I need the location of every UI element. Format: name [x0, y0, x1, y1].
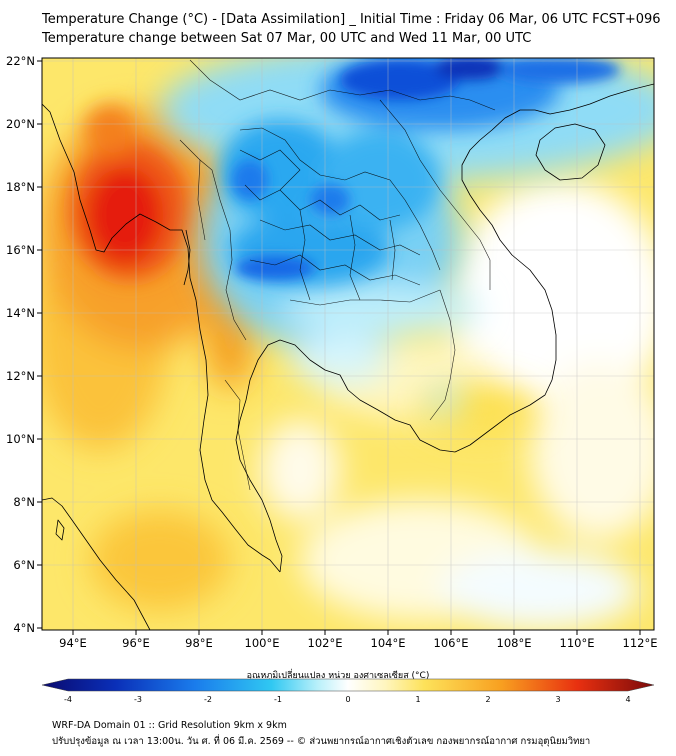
- lat-label: 12°N: [6, 369, 35, 383]
- colorbar-tick: -3: [134, 695, 142, 704]
- lon-label: 104°E: [371, 636, 406, 650]
- lat-label: 4°N: [13, 621, 35, 635]
- temperature-field: [42, 58, 654, 630]
- tick-marks: [37, 60, 641, 635]
- colorbar-tick: -1: [274, 695, 282, 704]
- colorbar-tick: 3: [555, 695, 560, 704]
- colorbar-tick: 0: [345, 695, 350, 704]
- colorbar-ticks: -4 -3 -2 -1 0 1 2 3 4: [64, 695, 631, 704]
- lon-label: 102°E: [308, 636, 343, 650]
- lon-label: 96°E: [122, 636, 150, 650]
- footer-model-info: WRF-DA Domain 01 :: Grid Resolution 9km …: [52, 720, 287, 731]
- lat-label: 10°N: [6, 432, 35, 446]
- lon-label: 94°E: [59, 636, 87, 650]
- borders: [179, 59, 496, 491]
- lat-label: 18°N: [6, 180, 35, 194]
- lat-label: 20°N: [6, 117, 35, 131]
- lon-label: 108°E: [497, 636, 532, 650]
- lat-label: 8°N: [13, 495, 35, 509]
- lon-label: 110°E: [560, 636, 595, 650]
- lat-label: 22°N: [6, 54, 35, 68]
- lat-label: 6°N: [13, 558, 35, 572]
- lon-label: 106°E: [434, 636, 469, 650]
- gridlines: [42, 58, 654, 630]
- temperature-change-map: 22°N 20°N 18°N 16°N 14°N 12°N 10°N 8°N 6…: [6, 54, 657, 650]
- lon-label: 98°E: [185, 636, 213, 650]
- colorbar-tick: -2: [204, 695, 212, 704]
- colorbar-tick: 4: [625, 695, 630, 704]
- longitude-labels: 94°E 96°E 98°E 100°E 102°E 104°E 106°E 1…: [59, 636, 657, 650]
- coastlines: [42, 83, 654, 630]
- colorbar-gradient: [41, 678, 655, 692]
- colorbar-tick: -4: [64, 695, 72, 704]
- footer-credit: ปรับปรุงข้อมูล ณ เวลา 13:00น. วัน ศ. ที่…: [52, 736, 591, 747]
- chart-subtitle: Temperature change between Sat 07 Mar, 0…: [42, 31, 532, 46]
- lon-label: 112°E: [623, 636, 658, 650]
- colorbar-title: อุณหภูมิเปลี่ยนแปลง หน่วย องศาเซลเซียส (…: [246, 671, 430, 681]
- colorbar-tick: 2: [485, 695, 490, 704]
- colorbar-tick: 1: [415, 695, 420, 704]
- map-frame: [41, 57, 655, 631]
- lat-label: 16°N: [6, 243, 35, 257]
- chart-title: Temperature Change (°C) - [Data Assimila…: [42, 12, 661, 27]
- colorbar: -4 -3 -2 -1 0 1 2 3 4: [41, 678, 655, 704]
- lon-label: 100°E: [245, 636, 280, 650]
- lat-label: 14°N: [6, 306, 35, 320]
- latitude-labels: 22°N 20°N 18°N 16°N 14°N 12°N 10°N 8°N 6…: [6, 54, 35, 635]
